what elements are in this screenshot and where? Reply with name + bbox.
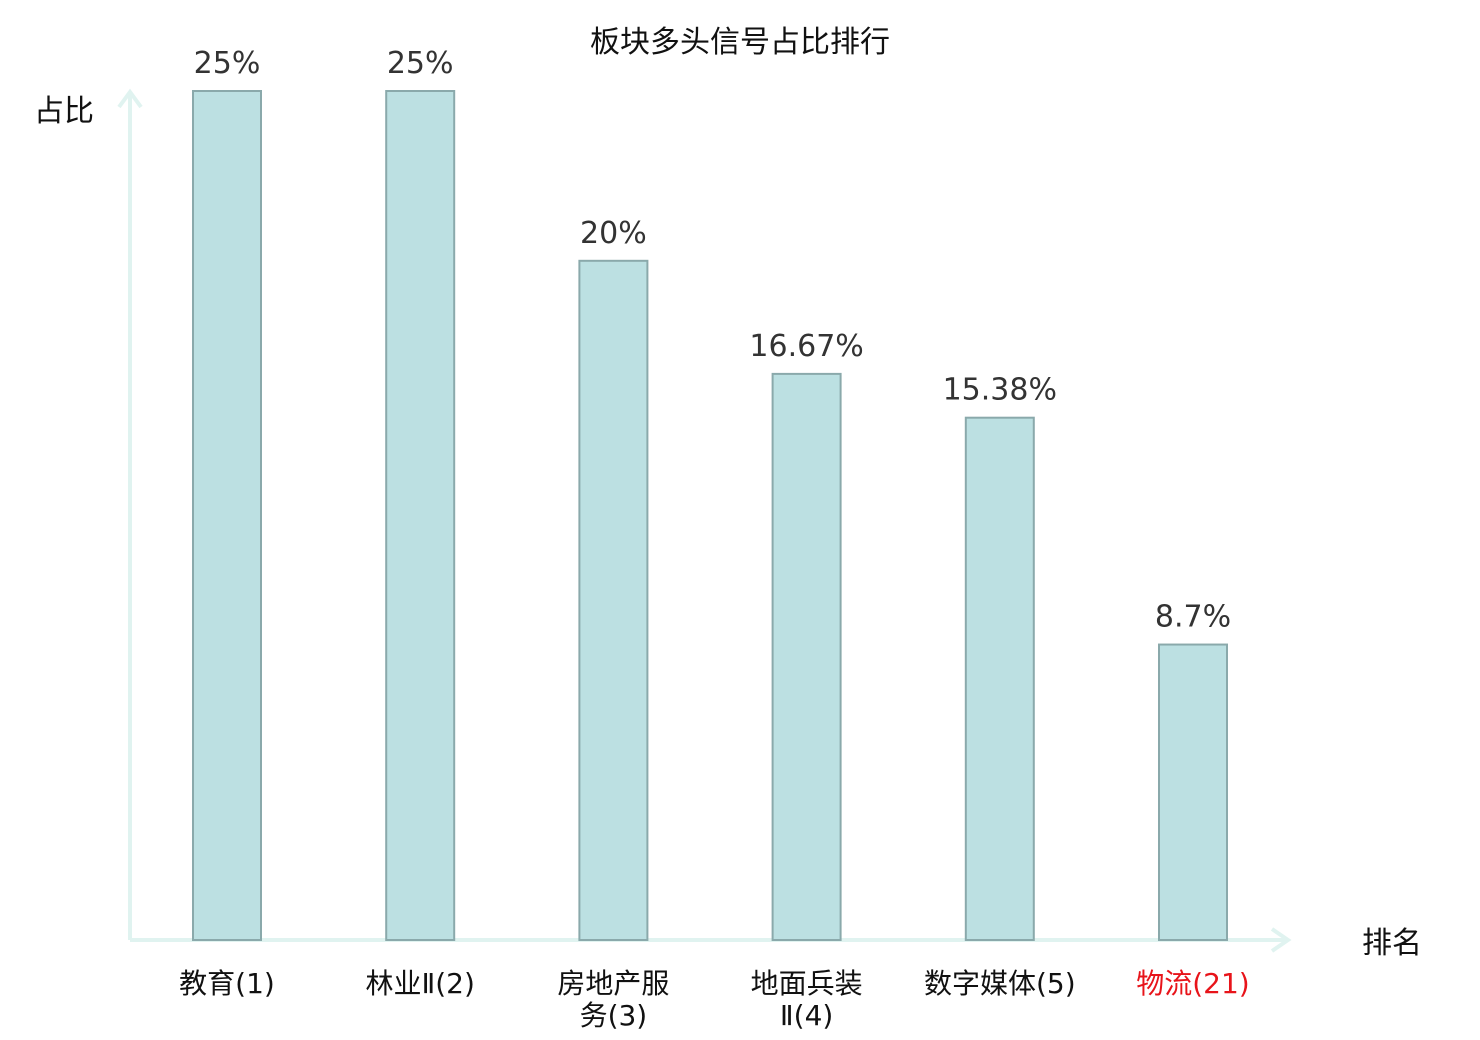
x-tick-label: 务(3) — [580, 999, 648, 1032]
chart-title: 板块多头信号占比排行 — [590, 25, 890, 60]
bar — [1158, 643, 1228, 941]
data-label: 25% — [387, 46, 454, 81]
x-tick-label: 教育(1) — [179, 967, 275, 1000]
bar — [385, 90, 456, 941]
x-tick-label: 林业Ⅱ(2) — [365, 967, 474, 1000]
x-axis-arrow — [1270, 927, 1292, 953]
x-tick-label: Ⅱ(4) — [780, 999, 833, 1032]
x-tick-label: 数字媒体(5) — [924, 967, 1076, 1000]
x-tick-label: 地面兵装 — [751, 967, 863, 1000]
x-tick-label: 房地产服 — [557, 967, 669, 1000]
data-label: 25% — [194, 46, 261, 81]
bar — [964, 416, 1035, 941]
value-labels-group: 25% 25% 20% 16.67% 15.38% 8.7% — [194, 46, 1231, 635]
data-label: 8.7% — [1155, 600, 1231, 635]
bar — [578, 259, 649, 941]
bars-group — [192, 90, 1228, 942]
data-label: 20% — [580, 216, 647, 251]
bar — [771, 372, 842, 942]
y-axis-arrow — [117, 88, 143, 109]
x-axis-title: 排名 — [1362, 926, 1422, 961]
y-axis-title: 占比 — [34, 94, 94, 129]
data-label: 15.38% — [943, 373, 1057, 408]
bar — [192, 90, 262, 941]
data-label: 16.67% — [749, 329, 863, 364]
x-tick-label: 物流(21) — [1136, 967, 1249, 1000]
